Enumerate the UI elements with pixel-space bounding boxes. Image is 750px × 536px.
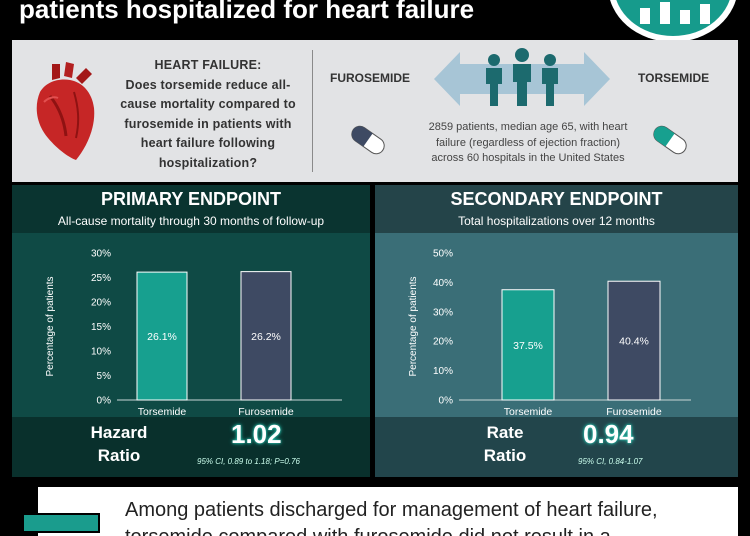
rate-ratio-value: 0.94 — [583, 419, 634, 449]
bar-torsemide — [136, 271, 188, 401]
y-tick-label: 30% — [433, 307, 453, 318]
drug-b-label: TORSEMIDE — [638, 71, 710, 85]
y-tick-label: 25% — [91, 273, 111, 284]
conclusion-bar: Among patients discharged for management… — [12, 487, 738, 536]
primary-endpoint-header: PRIMARY ENDPOINT All-cause mortality thr… — [12, 185, 370, 233]
stat-label-line1: Rate — [486, 423, 524, 442]
question-text: Does torsemide reduce all-cause mortalit… — [120, 77, 296, 170]
x-tick-label: Furosemide — [606, 406, 662, 417]
rate-ratio-label: Rate Ratio — [470, 421, 540, 467]
stat-label-line1: Hazard — [90, 423, 148, 442]
y-tick-label: 15% — [91, 322, 111, 333]
y-tick-label: 20% — [433, 337, 453, 348]
x-tick-label: Torsemide — [504, 406, 553, 417]
y-tick-label: 50% — [433, 249, 453, 260]
secondary-bar-chart: Percentage of patients 0% 10% 20% 30% 40% 50% 3… — [408, 249, 691, 417]
bar-value-label: 26.1% — [147, 331, 177, 343]
bar-furosemide — [607, 280, 661, 401]
torsemide-pill-icon — [653, 125, 687, 155]
bar-value-label: 26.2% — [251, 331, 281, 343]
journal-logo-icon — [608, 0, 738, 42]
divider — [312, 50, 313, 172]
secondary-chart: Percentage of patients 0% 10% 20% 30% 40% 50% 3… — [375, 233, 738, 417]
primary-endpoint-panel: PRIMARY ENDPOINT All-cause mortality thr… — [12, 185, 370, 477]
drug-a-label: FUROSEMIDE — [330, 71, 411, 85]
study-overview: HEART FAILURE: Does torsemide reduce all… — [12, 40, 738, 182]
bar-value-label: 40.4% — [619, 336, 649, 348]
furosemide-pill-icon — [351, 125, 385, 155]
stat-label-line2: Ratio — [483, 446, 527, 465]
summary-icon — [22, 513, 100, 533]
hazard-ratio-label: Hazard Ratio — [74, 421, 164, 467]
primary-endpoint-subtitle: All-cause mortality through 30 months of… — [57, 214, 325, 228]
y-axis-label: Percentage of patients — [45, 276, 56, 376]
bar-torsemide — [501, 289, 555, 401]
primary-endpoint-title: PRIMARY ENDPOINT — [100, 189, 282, 209]
hazard-ratio-value: 1.02 — [231, 419, 282, 449]
primary-chart: Percentage of patients 0% 5% 10% 15% 20% 25% 30… — [12, 233, 370, 417]
study-question: HEART FAILURE: Does torsemide reduce all… — [110, 56, 306, 173]
stat-label-line2: Ratio — [97, 446, 141, 465]
conclusion-text: Among patients discharged for management… — [125, 499, 658, 536]
heart-icon — [36, 62, 95, 160]
population-description: 2859 patients, median age 65, with heart… — [428, 121, 628, 164]
rate-ratio-ci: 95% CI, 0.84-1.07 — [578, 457, 643, 466]
secondary-endpoint-panel: SECONDARY ENDPOINT Total hospitalization… — [375, 185, 738, 477]
secondary-endpoint-header: SECONDARY ENDPOINT Total hospitalization… — [375, 185, 738, 233]
y-tick-label: 5% — [97, 371, 112, 382]
question-title: HEART FAILURE: — [154, 58, 262, 72]
secondary-endpoint-subtitle: Total hospitalizations over 12 months — [458, 214, 655, 228]
y-tick-label: 20% — [91, 298, 111, 309]
secondary-stat: Rate Ratio 0.94 95% CI, 0.84-1.07 — [375, 417, 738, 477]
y-tick-label: 40% — [433, 278, 453, 289]
x-tick-label: Furosemide — [238, 406, 294, 417]
hazard-ratio-ci: 95% CI, 0.89 to 1.18; P=0.76 — [197, 457, 300, 466]
secondary-endpoint-title: SECONDARY ENDPOINT — [450, 189, 663, 209]
primary-stat: Hazard Ratio 1.02 95% CI, 0.89 to 1.18; … — [12, 417, 370, 477]
x-tick-label: Torsemide — [138, 406, 187, 417]
y-tick-label: 10% — [433, 366, 453, 377]
y-tick-label: 0% — [439, 396, 454, 407]
y-tick-label: 30% — [91, 249, 111, 260]
bar-value-label: 37.5% — [513, 340, 543, 352]
primary-bar-chart: Percentage of patients 0% 5% 10% 15% 20% 25% 30… — [45, 249, 342, 417]
y-tick-label: 0% — [97, 396, 112, 407]
y-tick-label: 10% — [91, 347, 111, 358]
page-title: patients hospitalized for heart failure — [19, 0, 475, 24]
bar-furosemide — [240, 271, 292, 401]
patients-arrow-icon — [434, 48, 610, 106]
header-bar: patients hospitalized for heart failure — [0, 0, 750, 42]
y-axis-label: Percentage of patients — [408, 276, 419, 376]
